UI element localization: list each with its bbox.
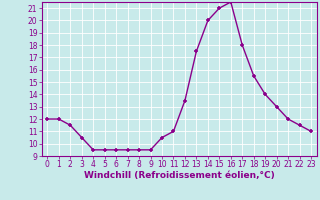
X-axis label: Windchill (Refroidissement éolien,°C): Windchill (Refroidissement éolien,°C) (84, 171, 275, 180)
